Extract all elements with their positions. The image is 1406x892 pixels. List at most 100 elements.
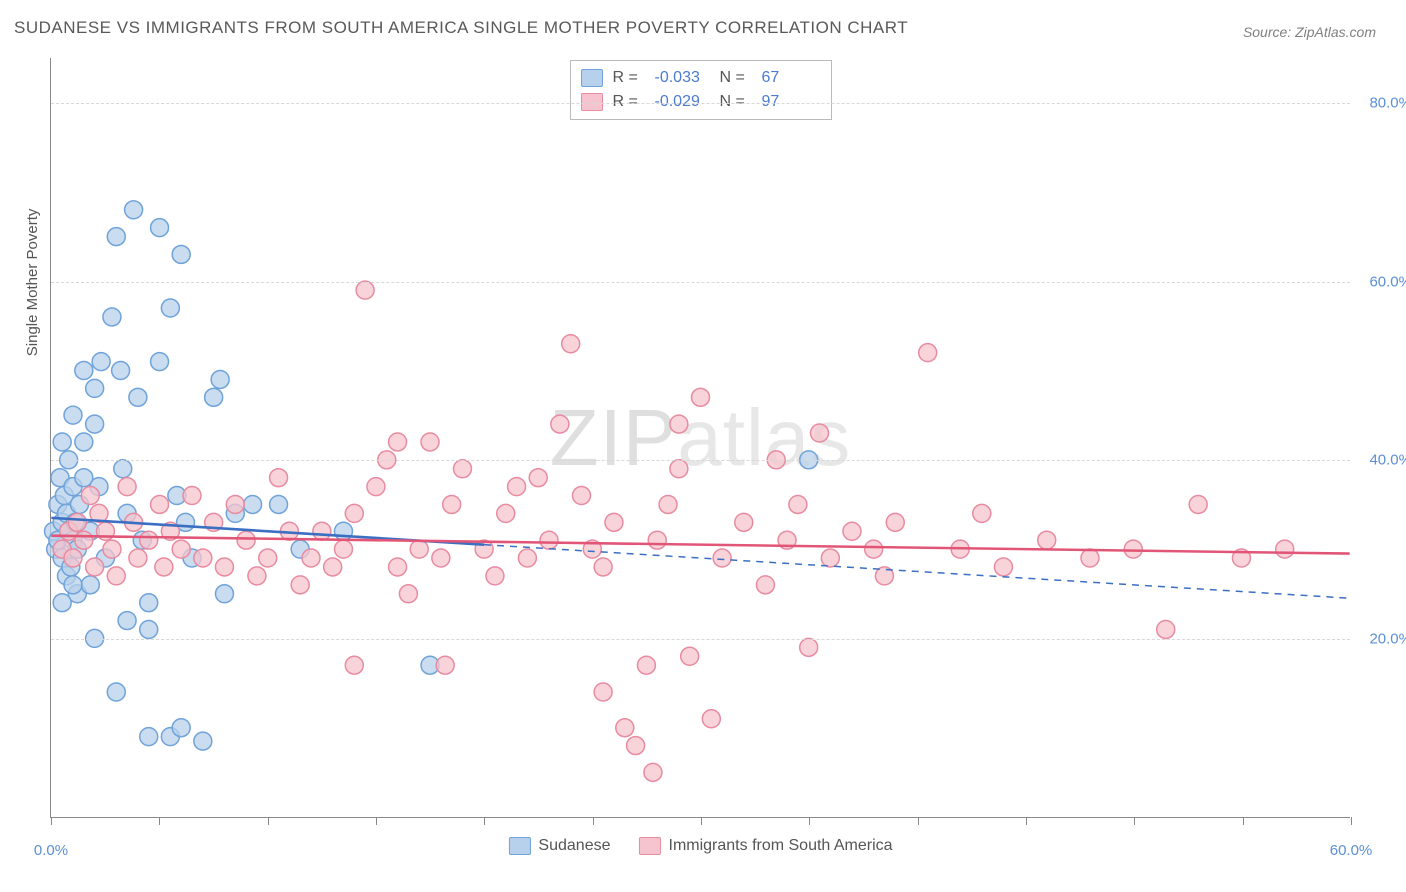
legend-bottom-label-0: Sudanese bbox=[538, 837, 610, 855]
legend-n-label: N = bbox=[720, 66, 752, 90]
scatter-point-series-1 bbox=[103, 540, 121, 558]
scatter-point-series-0 bbox=[81, 576, 99, 594]
legend-bottom: Sudanese Immigrants from South America bbox=[508, 837, 892, 855]
scatter-point-series-1 bbox=[68, 513, 86, 531]
scatter-point-series-1 bbox=[443, 495, 461, 513]
scatter-point-series-1 bbox=[713, 549, 731, 567]
scatter-point-series-1 bbox=[508, 478, 526, 496]
scatter-point-series-1 bbox=[865, 540, 883, 558]
scatter-point-series-1 bbox=[1276, 540, 1294, 558]
scatter-point-series-1 bbox=[605, 513, 623, 531]
scatter-point-series-0 bbox=[211, 370, 229, 388]
scatter-point-series-1 bbox=[432, 549, 450, 567]
gridline-h bbox=[51, 639, 1350, 640]
scatter-point-series-1 bbox=[367, 478, 385, 496]
scatter-point-series-1 bbox=[821, 549, 839, 567]
scatter-point-series-1 bbox=[356, 281, 374, 299]
scatter-point-series-0 bbox=[161, 299, 179, 317]
scatter-point-series-0 bbox=[114, 460, 132, 478]
scatter-point-series-0 bbox=[92, 353, 110, 371]
scatter-point-series-1 bbox=[973, 504, 991, 522]
scatter-point-series-1 bbox=[237, 531, 255, 549]
scatter-point-series-1 bbox=[994, 558, 1012, 576]
x-tick bbox=[701, 817, 702, 825]
scatter-point-series-1 bbox=[789, 495, 807, 513]
scatter-point-series-0 bbox=[194, 732, 212, 750]
scatter-point-series-0 bbox=[86, 415, 104, 433]
scatter-point-series-1 bbox=[291, 576, 309, 594]
scatter-point-series-1 bbox=[692, 388, 710, 406]
x-tick bbox=[51, 817, 52, 825]
scatter-point-series-1 bbox=[140, 531, 158, 549]
scatter-point-series-1 bbox=[389, 558, 407, 576]
scatter-point-series-1 bbox=[562, 335, 580, 353]
scatter-point-series-1 bbox=[919, 344, 937, 362]
scatter-point-series-1 bbox=[886, 513, 904, 531]
scatter-point-series-1 bbox=[594, 558, 612, 576]
scatter-point-series-1 bbox=[670, 460, 688, 478]
scatter-point-series-1 bbox=[129, 549, 147, 567]
scatter-point-series-1 bbox=[410, 540, 428, 558]
scatter-point-series-0 bbox=[118, 612, 136, 630]
scatter-point-series-1 bbox=[1189, 495, 1207, 513]
scatter-point-series-1 bbox=[1038, 531, 1056, 549]
legend-row-0: R = -0.033 N = 67 bbox=[581, 66, 817, 90]
scatter-point-series-0 bbox=[151, 353, 169, 371]
legend-bottom-swatch-0 bbox=[508, 837, 530, 855]
scatter-point-series-1 bbox=[800, 638, 818, 656]
scatter-point-series-0 bbox=[125, 201, 143, 219]
x-tick bbox=[1026, 817, 1027, 825]
scatter-point-series-1 bbox=[118, 478, 136, 496]
scatter-point-series-0 bbox=[140, 594, 158, 612]
scatter-point-series-1 bbox=[540, 531, 558, 549]
scatter-point-series-1 bbox=[302, 549, 320, 567]
scatter-point-series-1 bbox=[497, 504, 515, 522]
scatter-point-series-1 bbox=[681, 647, 699, 665]
scatter-point-series-0 bbox=[75, 433, 93, 451]
scatter-point-series-0 bbox=[53, 433, 71, 451]
scatter-point-series-1 bbox=[551, 415, 569, 433]
legend-n-val-0: 67 bbox=[762, 66, 817, 90]
scatter-point-series-0 bbox=[140, 728, 158, 746]
y-tick-label: 80.0% bbox=[1369, 94, 1406, 111]
scatter-point-series-0 bbox=[151, 219, 169, 237]
scatter-point-series-1 bbox=[735, 513, 753, 531]
scatter-point-series-0 bbox=[270, 495, 288, 513]
scatter-point-series-1 bbox=[486, 567, 504, 585]
scatter-point-series-1 bbox=[75, 531, 93, 549]
scatter-point-series-1 bbox=[637, 656, 655, 674]
x-tick bbox=[1243, 817, 1244, 825]
x-tick bbox=[918, 817, 919, 825]
legend-top: R = -0.033 N = 67 R = -0.029 N = 97 bbox=[570, 60, 832, 120]
scatter-point-series-1 bbox=[659, 495, 677, 513]
legend-swatch-0 bbox=[581, 69, 603, 87]
chart-title: SUDANESE VS IMMIGRANTS FROM SOUTH AMERIC… bbox=[14, 18, 908, 38]
scatter-point-series-1 bbox=[64, 549, 82, 567]
scatter-point-series-1 bbox=[1124, 540, 1142, 558]
scatter-point-series-1 bbox=[453, 460, 471, 478]
scatter-point-series-1 bbox=[345, 656, 363, 674]
legend-bottom-item-0: Sudanese bbox=[508, 837, 610, 855]
scatter-point-series-1 bbox=[756, 576, 774, 594]
scatter-point-series-1 bbox=[436, 656, 454, 674]
scatter-point-series-1 bbox=[1157, 620, 1175, 638]
scatter-point-series-1 bbox=[226, 495, 244, 513]
legend-bottom-label-1: Immigrants from South America bbox=[668, 837, 892, 855]
scatter-point-series-0 bbox=[107, 683, 125, 701]
scatter-point-series-1 bbox=[518, 549, 536, 567]
scatter-point-series-1 bbox=[86, 558, 104, 576]
scatter-point-series-1 bbox=[107, 567, 125, 585]
x-tick bbox=[809, 817, 810, 825]
scatter-point-series-1 bbox=[399, 585, 417, 603]
scatter-point-series-1 bbox=[843, 522, 861, 540]
y-tick-label: 20.0% bbox=[1369, 631, 1406, 648]
x-tick bbox=[159, 817, 160, 825]
scatter-point-series-1 bbox=[627, 737, 645, 755]
scatter-point-series-0 bbox=[75, 362, 93, 380]
y-tick-label: 40.0% bbox=[1369, 452, 1406, 469]
scatter-point-series-0 bbox=[86, 379, 104, 397]
x-tick bbox=[268, 817, 269, 825]
scatter-point-series-0 bbox=[140, 620, 158, 638]
scatter-point-series-0 bbox=[129, 388, 147, 406]
scatter-point-series-1 bbox=[324, 558, 342, 576]
